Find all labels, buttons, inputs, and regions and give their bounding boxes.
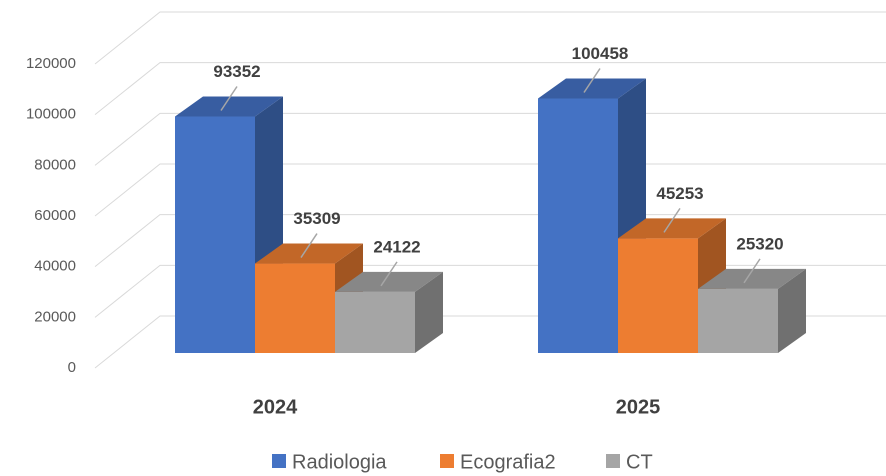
leader-line bbox=[380, 261, 398, 287]
y-tick-label: 120000 bbox=[26, 55, 76, 72]
bar-top bbox=[175, 96, 283, 117]
data-label: 24122 bbox=[373, 237, 420, 256]
bar-top bbox=[255, 243, 363, 264]
leader-line bbox=[583, 68, 601, 93]
bar bbox=[538, 98, 618, 353]
legend-swatch bbox=[606, 454, 620, 468]
y-tick-label: 60000 bbox=[34, 207, 76, 224]
bar bbox=[255, 263, 335, 353]
bar-side bbox=[415, 271, 443, 353]
y-tick-label: 40000 bbox=[34, 258, 76, 275]
data-label: 100458 bbox=[572, 44, 629, 63]
bar-side bbox=[778, 268, 806, 353]
bar bbox=[175, 116, 255, 353]
data-label: 25320 bbox=[736, 234, 783, 253]
legend-label: CT bbox=[626, 451, 653, 473]
leader-line bbox=[663, 207, 681, 233]
bar bbox=[618, 238, 698, 353]
legend-swatch bbox=[440, 454, 454, 468]
bar bbox=[698, 288, 778, 353]
grid-line bbox=[94, 62, 886, 116]
x-tick-label: 2025 bbox=[616, 396, 661, 418]
y-tick-label: 100000 bbox=[26, 106, 76, 123]
y-tick-label: 0 bbox=[68, 359, 76, 376]
x-tick-label: 2024 bbox=[253, 396, 298, 418]
bar-top bbox=[538, 78, 646, 99]
y-tick-label: 80000 bbox=[34, 156, 76, 173]
data-label: 93352 bbox=[213, 62, 260, 81]
bar-top bbox=[618, 218, 726, 239]
grid-line bbox=[94, 11, 886, 65]
data-label: 45253 bbox=[656, 184, 703, 203]
leader-line bbox=[300, 233, 318, 258]
y-tick-label: 20000 bbox=[34, 308, 76, 325]
legend-label: Radiologia bbox=[292, 451, 387, 473]
data-label: 35309 bbox=[293, 209, 340, 228]
legend-label: Ecografia2 bbox=[460, 451, 556, 473]
legend-swatch bbox=[272, 454, 286, 468]
bar-top bbox=[335, 271, 443, 292]
bar bbox=[335, 291, 415, 353]
leader-line bbox=[743, 258, 761, 284]
bar-top bbox=[698, 268, 806, 289]
leader-line bbox=[220, 86, 238, 111]
